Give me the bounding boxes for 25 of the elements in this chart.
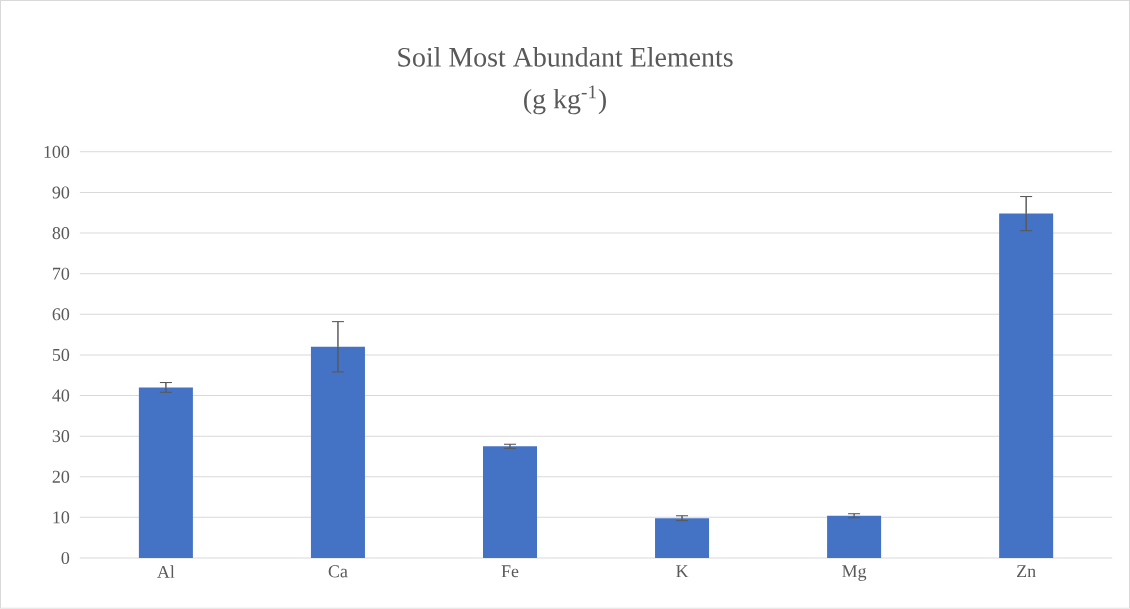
x-tick-label: Al — [157, 565, 175, 578]
y-tick-label: 60 — [52, 308, 70, 321]
x-tick-label: Fe — [501, 565, 519, 578]
x-tick-label: Zn — [1017, 565, 1036, 578]
y-tick-label: 50 — [52, 348, 70, 362]
x-tick-label: K — [676, 565, 689, 578]
chart-title: Soil Most Abundant Elements — [398, 47, 733, 67]
y-tick-label: 70 — [53, 267, 70, 280]
bar — [310, 346, 365, 559]
y-tick-label: 40 — [52, 389, 70, 402]
x-tick-label: Mg — [842, 565, 867, 582]
bar — [482, 446, 537, 559]
y-tick-label: 100 — [44, 145, 70, 158]
bar — [999, 213, 1054, 559]
y-tick-label: 80 — [52, 227, 70, 240]
bar — [655, 518, 710, 559]
y-tick-label: 10 — [53, 511, 70, 524]
chart-subtitle: (g kg$^{-1}$) — [524, 85, 606, 115]
bar — [827, 515, 882, 559]
x-tick-label: Ca — [328, 565, 348, 578]
y-tick-label: 20 — [52, 470, 70, 483]
y-tick-label: 0 — [61, 551, 70, 565]
bar — [138, 387, 193, 559]
y-tick-label: 90 — [52, 186, 70, 199]
y-tick-label: 30 — [52, 430, 70, 443]
